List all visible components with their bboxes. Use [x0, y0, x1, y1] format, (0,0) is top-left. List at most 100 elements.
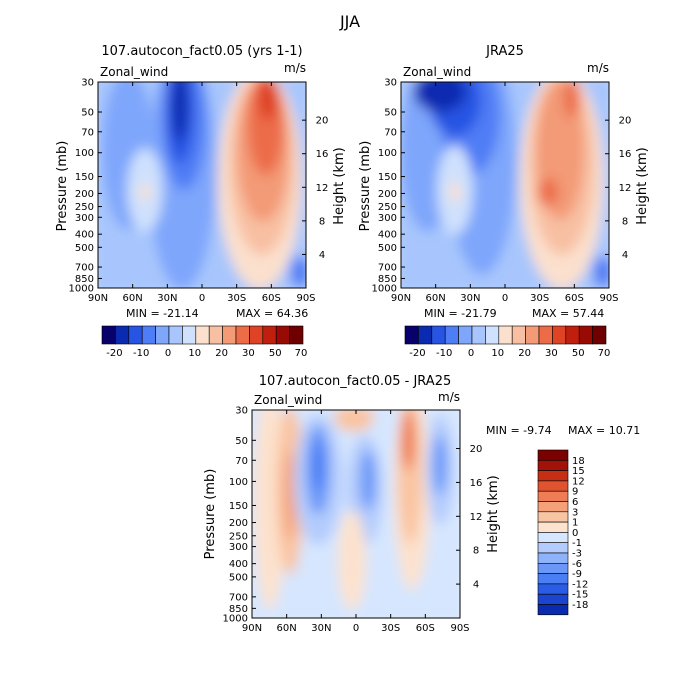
x-tick-label: 90S — [599, 293, 618, 304]
height-tick-label: 8 — [319, 216, 325, 227]
colorbar-box — [289, 325, 304, 345]
axes: 90N 60N 30N 0 30S 60S 90S 30 50 70 100 150 200 250300… — [372, 78, 632, 305]
variable-label: Zonal_wind — [403, 65, 471, 79]
colorbar-label: -6 — [572, 559, 582, 570]
colorbar-label: 10 — [188, 348, 201, 359]
y-tick-label: 700 — [378, 263, 397, 274]
colorbar-label: 30 — [545, 348, 558, 359]
y-tick-label: 200 — [378, 189, 397, 200]
y-tick-label: 500 — [229, 572, 248, 583]
figure-suptitle: JJA — [339, 12, 360, 31]
y-tick-label: 250 — [229, 531, 248, 542]
colorbar-box — [537, 501, 569, 513]
min-text: MIN = -9.74 — [486, 424, 552, 437]
y-tick-label: 100 — [75, 148, 94, 159]
colorbar-box — [537, 521, 569, 533]
x-tick-label: 0 — [353, 623, 359, 634]
westerly-jet-north-core — [449, 182, 461, 202]
y-tick-label: 30 — [81, 78, 94, 89]
colorbar-box — [537, 511, 569, 523]
colorbar-label: 20 — [215, 348, 228, 359]
colorbar-label: 9 — [572, 487, 578, 498]
anomaly-pos-equator-low — [338, 510, 366, 610]
min-text: MIN = -21.14 — [126, 307, 199, 320]
height-tick-label: 20 — [619, 116, 632, 127]
colorbar-box — [471, 325, 486, 345]
max-text: MAX = 64.36 — [236, 307, 308, 320]
y-tick-label: 100 — [378, 148, 397, 159]
colorbar-box — [498, 325, 513, 345]
colorbar-box — [168, 325, 183, 345]
x-tick-label: 90N — [391, 293, 411, 304]
colorbar-box — [537, 459, 569, 471]
colorbar-box — [537, 583, 569, 595]
y-tick-label: 300 — [75, 213, 94, 224]
colorbar-box — [458, 325, 473, 345]
y-tick-label: 1000 — [223, 614, 248, 625]
height-tick-label: 16 — [619, 149, 632, 160]
x-tick-label: 90S — [450, 623, 469, 634]
y-axis-right-label: Height (km) — [332, 147, 347, 224]
height-tick-label: 20 — [470, 444, 483, 455]
colorbar-box — [235, 325, 250, 345]
colorbar-box — [182, 325, 197, 345]
y-tick-label: 1000 — [69, 284, 94, 295]
colorbar-label: -20 — [106, 348, 122, 359]
polar-easterly — [290, 256, 306, 288]
colorbar-box — [537, 573, 569, 585]
colorbar-label: -1 — [572, 538, 582, 549]
y-tick-label: 150 — [378, 172, 397, 183]
min-text: MIN = -21.79 — [424, 307, 497, 320]
colorbar-label: 18 — [572, 456, 585, 467]
x-tick-label: 30S — [530, 293, 549, 304]
colorbar-label: 50 — [269, 348, 282, 359]
colorbar-box — [578, 325, 593, 345]
y-tick-label: 400 — [229, 559, 248, 570]
y-tick-label: 50 — [81, 108, 94, 119]
y-tick-label: 30 — [384, 78, 397, 89]
colorbar: -20 -10 0 10 20 30 50 70 — [101, 325, 308, 359]
colorbar-box — [537, 480, 569, 492]
y-tick-label: 850 — [378, 274, 397, 285]
x-tick-label: 30S — [227, 293, 246, 304]
x-tick-label: 90N — [88, 293, 108, 304]
panel-model: 107.autocon_fact0.05 (yrs 1-1) Zonal_win… — [55, 44, 347, 359]
x-tick-label: 0 — [502, 293, 508, 304]
panel-difference: 107.autocon_fact0.05 - JRA25 Zonal_wind … — [203, 374, 640, 634]
anomaly-neg-south-core — [433, 435, 447, 495]
height-tick-label: 12 — [619, 183, 632, 194]
height-tick-label: 4 — [622, 250, 628, 261]
y-tick-label: 250 — [378, 202, 397, 213]
colorbar-box — [537, 542, 569, 554]
y-tick-label: 500 — [378, 243, 397, 254]
colorbar-box — [141, 325, 156, 345]
colorbar-label: 15 — [572, 466, 585, 477]
y-tick-label: 70 — [384, 127, 397, 138]
colorbar-box — [101, 325, 116, 345]
colorbar-label: 70 — [295, 348, 308, 359]
colorbar-label: 0 — [468, 348, 474, 359]
panel-title: 107.autocon_fact0.05 - JRA25 — [259, 374, 452, 389]
x-tick-label: 30S — [381, 623, 400, 634]
axes: 90N 60N 30N 0 30S 60S 90S 30 50 70 100 150 200 250300… — [69, 78, 329, 305]
x-tick-label: 90S — [296, 293, 315, 304]
colorbar-box — [538, 325, 553, 345]
y-tick-label: 850 — [229, 604, 248, 615]
colorbar-box — [249, 325, 264, 345]
panel-title: 107.autocon_fact0.05 (yrs 1-1) — [101, 44, 302, 59]
y-tick-label: 700 — [75, 263, 94, 274]
anomaly-pos-south-peak — [401, 410, 415, 470]
y-tick-label: 300 — [229, 542, 248, 553]
colorbar-box — [431, 325, 446, 345]
colorbar-box — [537, 593, 569, 605]
colorbar-box — [525, 325, 540, 345]
colorbar-label: 0 — [572, 528, 578, 539]
y-tick-label: 200 — [229, 518, 248, 529]
colorbar-box — [537, 449, 569, 461]
colorbar-box — [128, 325, 143, 345]
y-tick-label: 50 — [235, 436, 248, 447]
x-tick-label: 60N — [123, 293, 143, 304]
height-tick-label: 12 — [316, 183, 329, 194]
colorbar-box — [485, 325, 500, 345]
